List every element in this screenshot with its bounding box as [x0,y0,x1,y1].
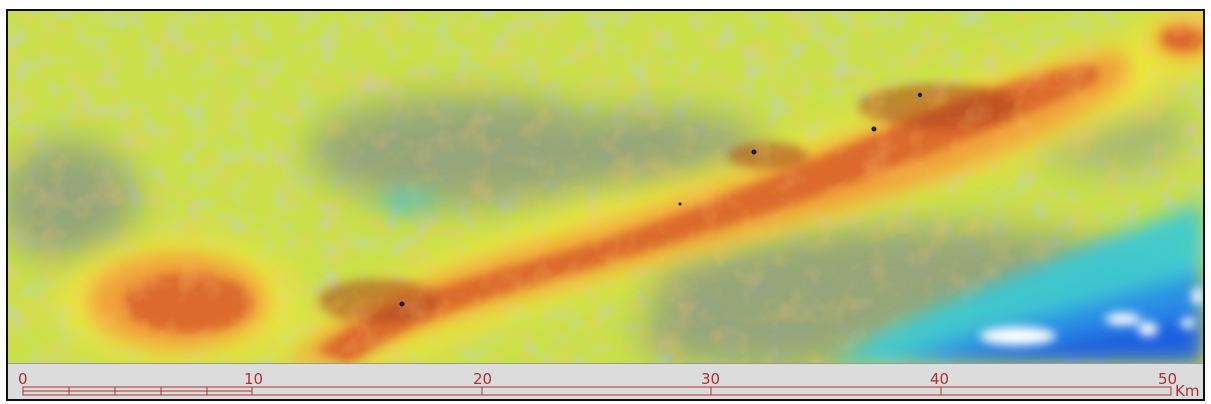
scale-bar: 0 10 20 30 40 50 Km [8,363,1203,400]
scale-label-20: 20 [473,370,492,388]
scale-label-30: 30 [701,370,720,388]
point-marker [871,126,877,132]
point-markers [399,92,923,307]
scale-label-50: 50 [1158,370,1177,388]
point-marker [917,92,923,98]
scale-label-0: 0 [18,370,28,388]
scale-unit-label: Km [1175,382,1199,400]
point-marker [678,202,682,206]
white-low-zone [980,288,1203,345]
scale-label-10: 10 [244,370,263,388]
point-marker [751,149,757,155]
point-marker [399,301,405,307]
map-frame: 0 10 20 30 40 50 Km [6,9,1205,401]
heat-map-raster [8,11,1203,363]
scale-bar-graduations [22,386,1172,396]
scale-label-40: 40 [930,370,949,388]
